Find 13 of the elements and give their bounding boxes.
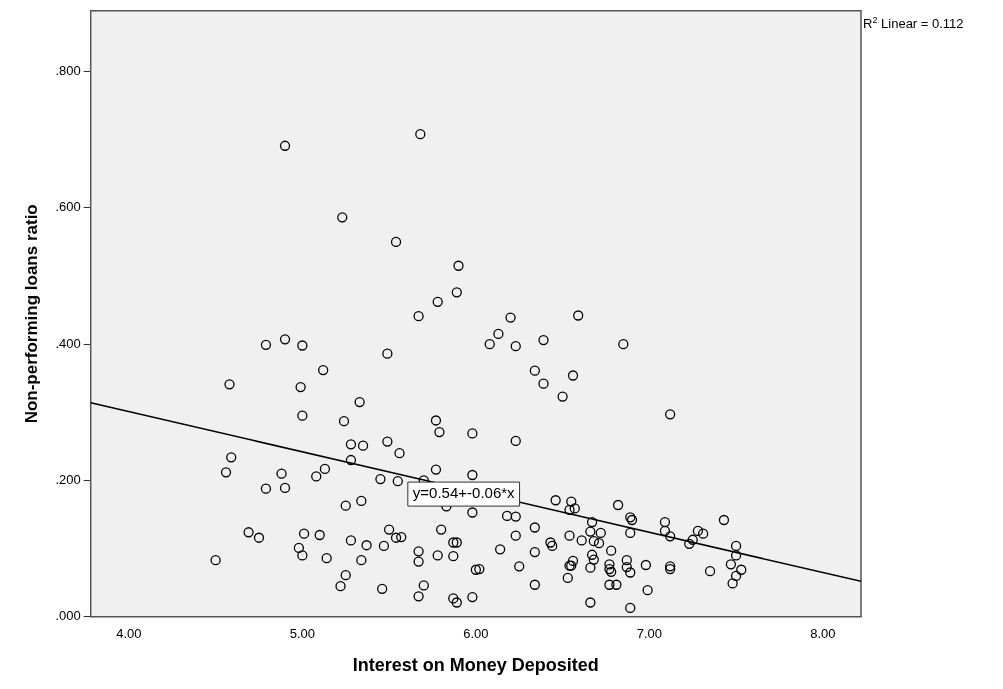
x-axis-title: Interest on Money Deposited [352, 655, 599, 676]
y-tick-label: .200 [55, 472, 81, 488]
x-tick-label: 8.00 [810, 626, 836, 642]
y-tick-label: .400 [55, 335, 81, 351]
annotation: y=0.54+-0.06*x [412, 484, 516, 502]
x-tick-label: 5.00 [289, 626, 316, 642]
y-axis-title: Non-performing loans ratio [21, 204, 41, 424]
x-tick-label: 6.00 [463, 626, 489, 642]
x-tick-label: 4.00 [116, 626, 142, 642]
x-tick-label: 7.00 [636, 626, 662, 642]
y-tick-label: .800 [55, 63, 81, 79]
y-tick-label: .000 [55, 608, 81, 624]
y-tick-label: .600 [55, 199, 81, 215]
